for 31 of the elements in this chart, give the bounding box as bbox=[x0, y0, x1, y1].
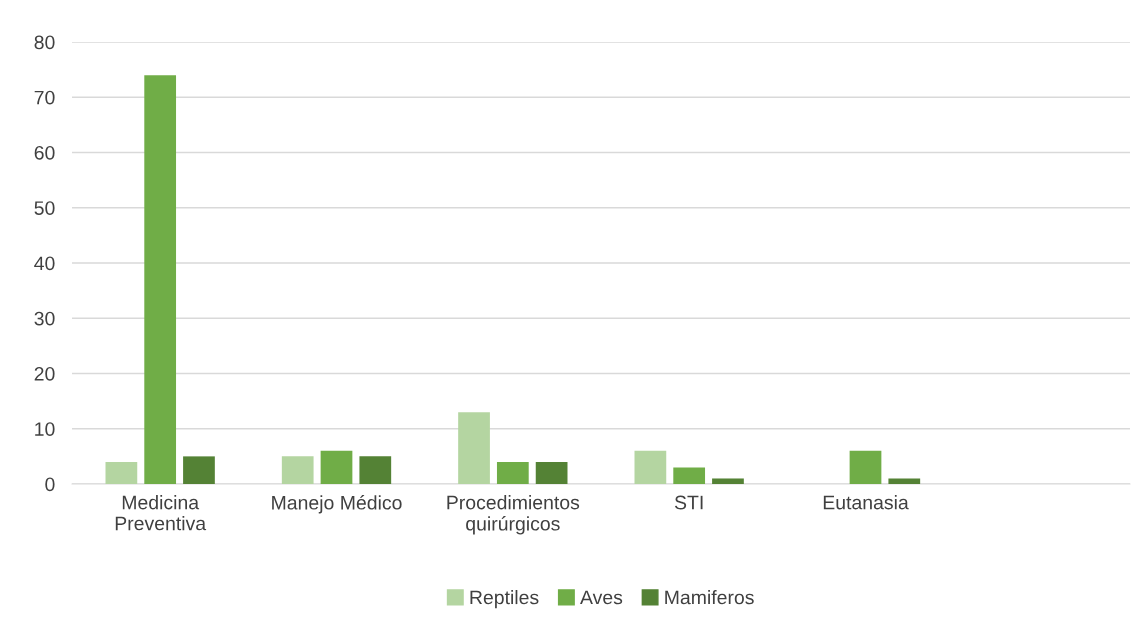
y-tick-label: 60 bbox=[34, 145, 55, 160]
y-tick-label: 40 bbox=[34, 256, 55, 271]
y-tick-label: 20 bbox=[34, 366, 55, 381]
y-tick-label: 70 bbox=[34, 90, 55, 105]
bar bbox=[888, 478, 921, 484]
bar bbox=[634, 450, 667, 484]
bar bbox=[144, 75, 177, 484]
legend-label: Reptiles bbox=[470, 590, 539, 609]
bar bbox=[320, 450, 353, 484]
bar bbox=[183, 456, 215, 484]
x-tick-label: Procedimientos quirúrgicos bbox=[447, 495, 580, 535]
legend-label: Mamiferos bbox=[665, 590, 754, 605]
bar bbox=[458, 412, 490, 484]
y-tick-label: 80 bbox=[34, 35, 55, 50]
y-tick-label: 30 bbox=[34, 311, 55, 326]
x-tick-label: Manejo Médico bbox=[272, 495, 402, 514]
bar bbox=[496, 461, 529, 484]
bar bbox=[712, 478, 744, 484]
bar bbox=[105, 461, 138, 484]
y-tick-label: 0 bbox=[45, 477, 55, 492]
y-tick-label: 50 bbox=[34, 201, 55, 215]
bar bbox=[849, 450, 882, 484]
legend-label: Aves bbox=[580, 590, 623, 605]
bar bbox=[673, 467, 706, 484]
x-tick-label: Eutanasia bbox=[823, 495, 909, 510]
bar bbox=[359, 456, 392, 484]
bar bbox=[535, 461, 568, 484]
x-tick-label: Medicina Preventiva bbox=[115, 495, 207, 531]
x-tick-label: STI bbox=[674, 495, 703, 510]
bar bbox=[281, 456, 314, 484]
y-tick-label: 10 bbox=[35, 422, 55, 436]
